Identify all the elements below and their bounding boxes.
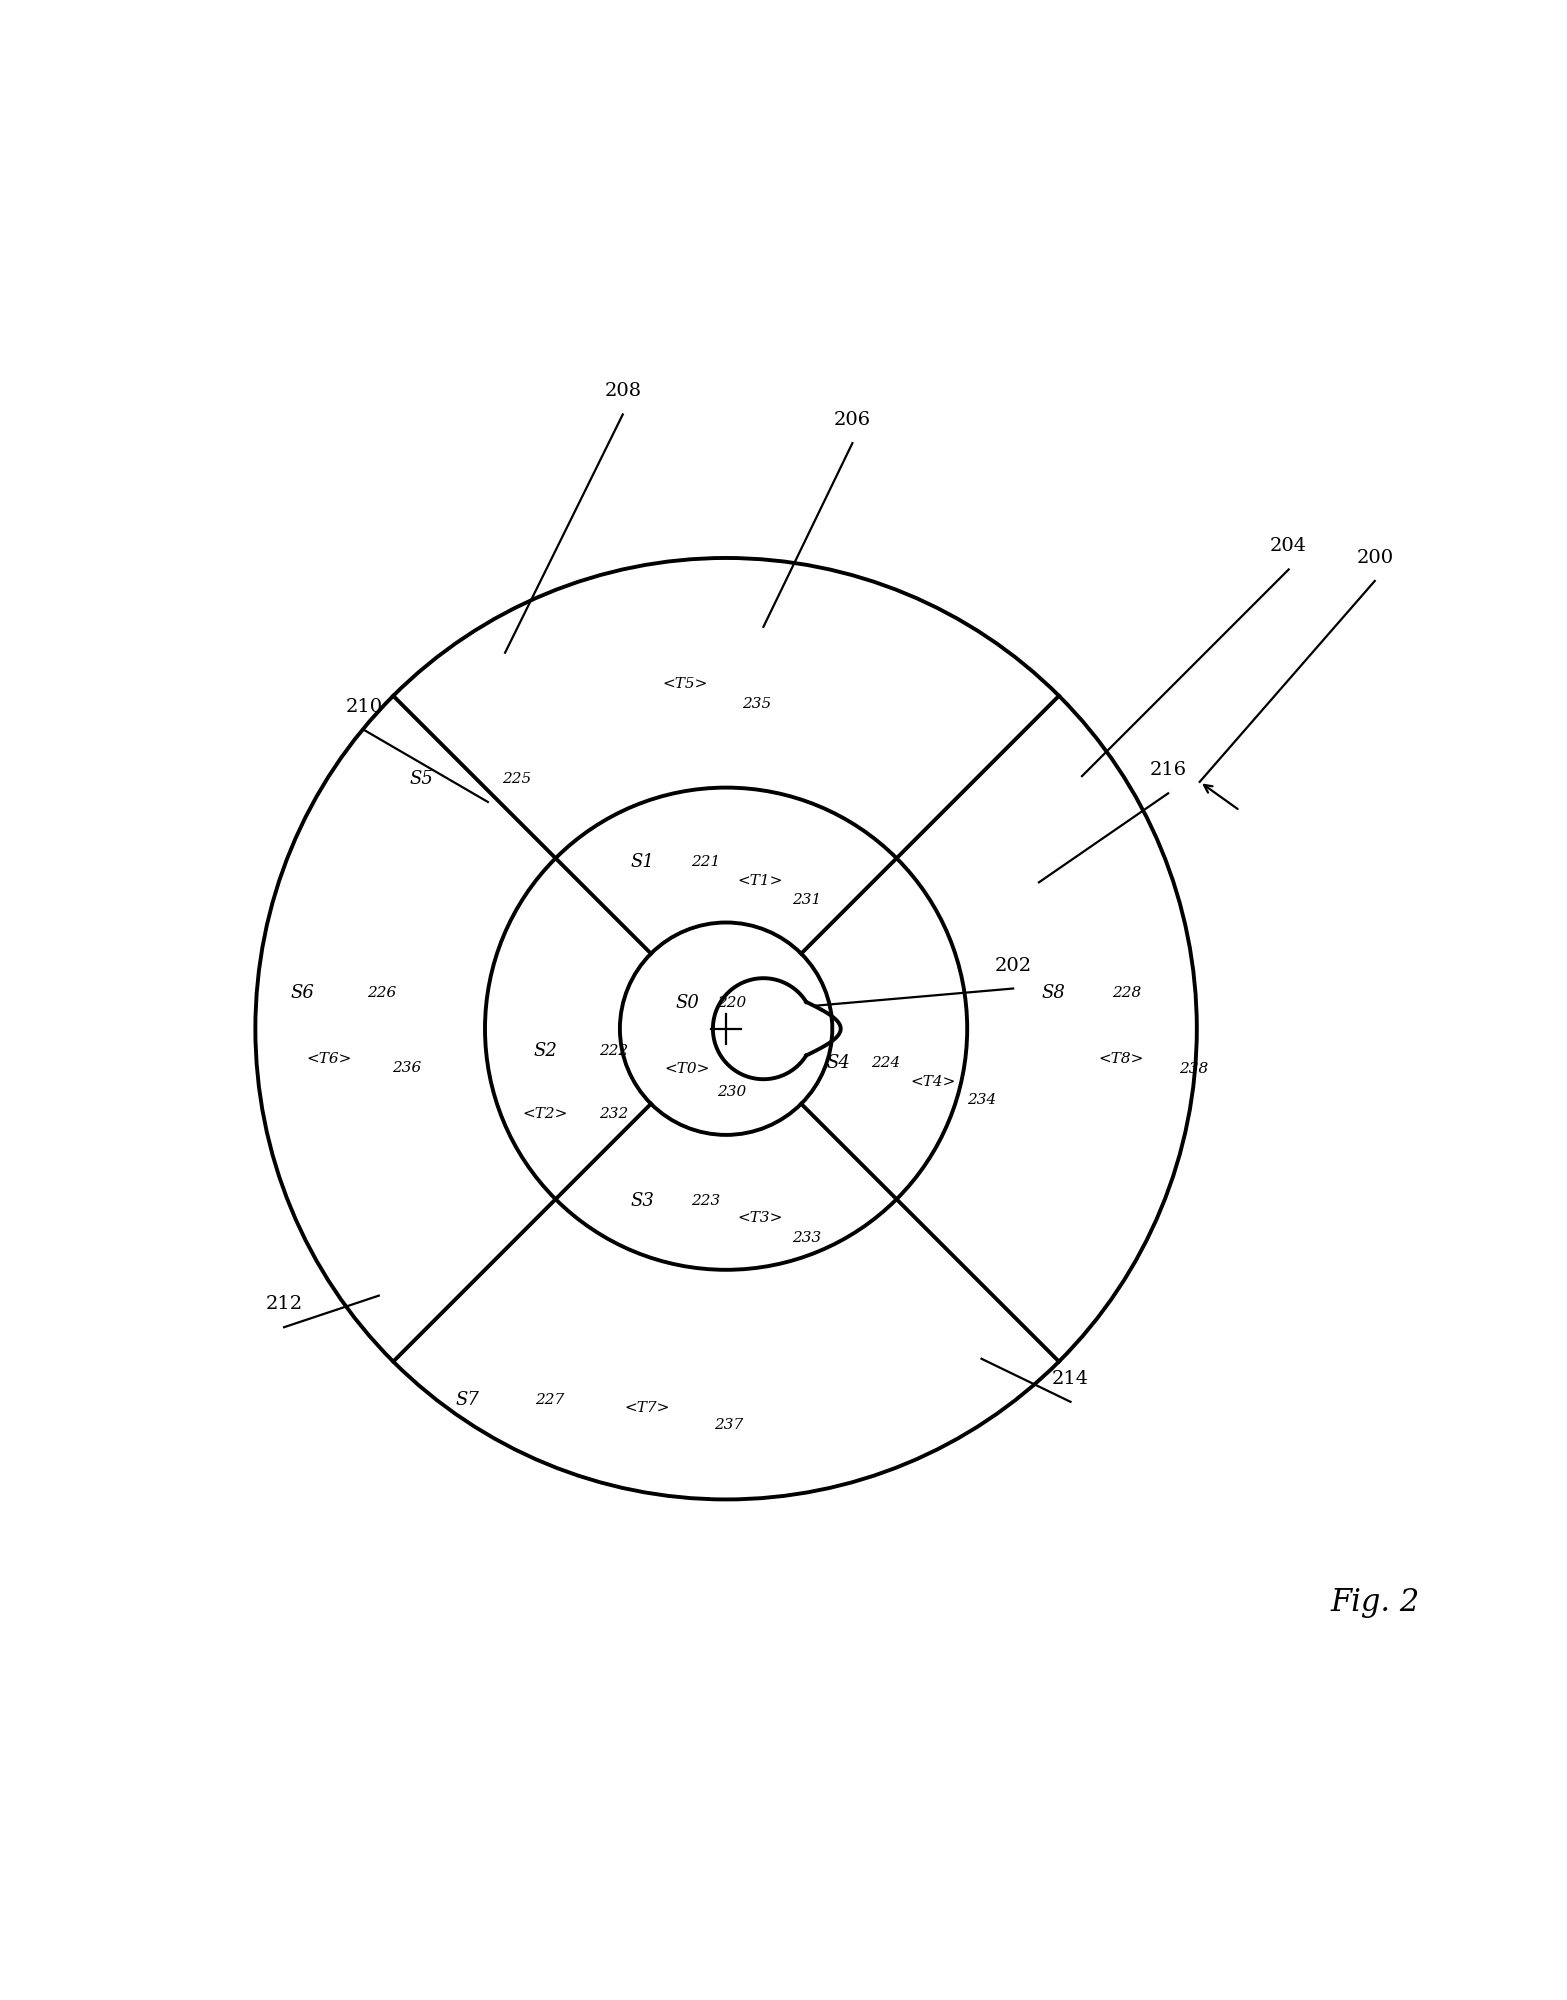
Text: 226: 226 (367, 986, 396, 1000)
Text: 236: 236 (392, 1060, 422, 1074)
Text: 212: 212 (265, 1296, 302, 1314)
Text: 202: 202 (995, 956, 1031, 974)
Text: <T0>: <T0> (664, 1062, 710, 1076)
Text: 206: 206 (834, 412, 871, 430)
Text: 204: 204 (1271, 538, 1307, 556)
Text: 235: 235 (741, 698, 771, 712)
Text: S3: S3 (632, 1192, 655, 1210)
Text: <T8>: <T8> (1098, 1052, 1144, 1066)
Text: S0: S0 (675, 994, 699, 1012)
Text: 225: 225 (501, 772, 531, 786)
Text: 230: 230 (718, 1084, 746, 1098)
Text: S2: S2 (533, 1042, 558, 1060)
Text: <T1>: <T1> (738, 874, 784, 888)
Text: <T5>: <T5> (663, 678, 707, 692)
Text: S8: S8 (1042, 984, 1066, 1002)
Text: S4: S4 (826, 1054, 849, 1072)
Text: 234: 234 (967, 1094, 997, 1108)
Text: Fig. 2: Fig. 2 (1330, 1588, 1420, 1618)
Text: <T2>: <T2> (522, 1106, 567, 1120)
Text: <T7>: <T7> (624, 1400, 669, 1414)
Text: 216: 216 (1150, 762, 1186, 780)
Text: 228: 228 (1113, 986, 1141, 1000)
Text: 210: 210 (346, 698, 382, 716)
Text: 200: 200 (1355, 548, 1393, 566)
Text: S1: S1 (632, 854, 655, 872)
Text: 214: 214 (1051, 1370, 1089, 1388)
Text: S5: S5 (411, 770, 434, 788)
Text: 221: 221 (691, 856, 721, 870)
Text: 233: 233 (791, 1230, 821, 1244)
Text: 232: 232 (600, 1106, 628, 1120)
Text: 238: 238 (1180, 1062, 1208, 1076)
Text: 237: 237 (715, 1418, 744, 1432)
Text: 227: 227 (534, 1392, 564, 1406)
Text: 222: 222 (600, 1044, 628, 1058)
Text: S7: S7 (456, 1390, 480, 1408)
Text: S6: S6 (290, 984, 315, 1002)
Text: 208: 208 (605, 382, 641, 400)
Text: 223: 223 (691, 1194, 721, 1208)
Text: <T3>: <T3> (738, 1212, 784, 1226)
Text: 231: 231 (791, 894, 821, 908)
Text: 220: 220 (718, 996, 746, 1010)
Text: 224: 224 (871, 1056, 901, 1070)
Text: <T6>: <T6> (306, 1052, 351, 1066)
Text: <T4>: <T4> (910, 1074, 956, 1088)
